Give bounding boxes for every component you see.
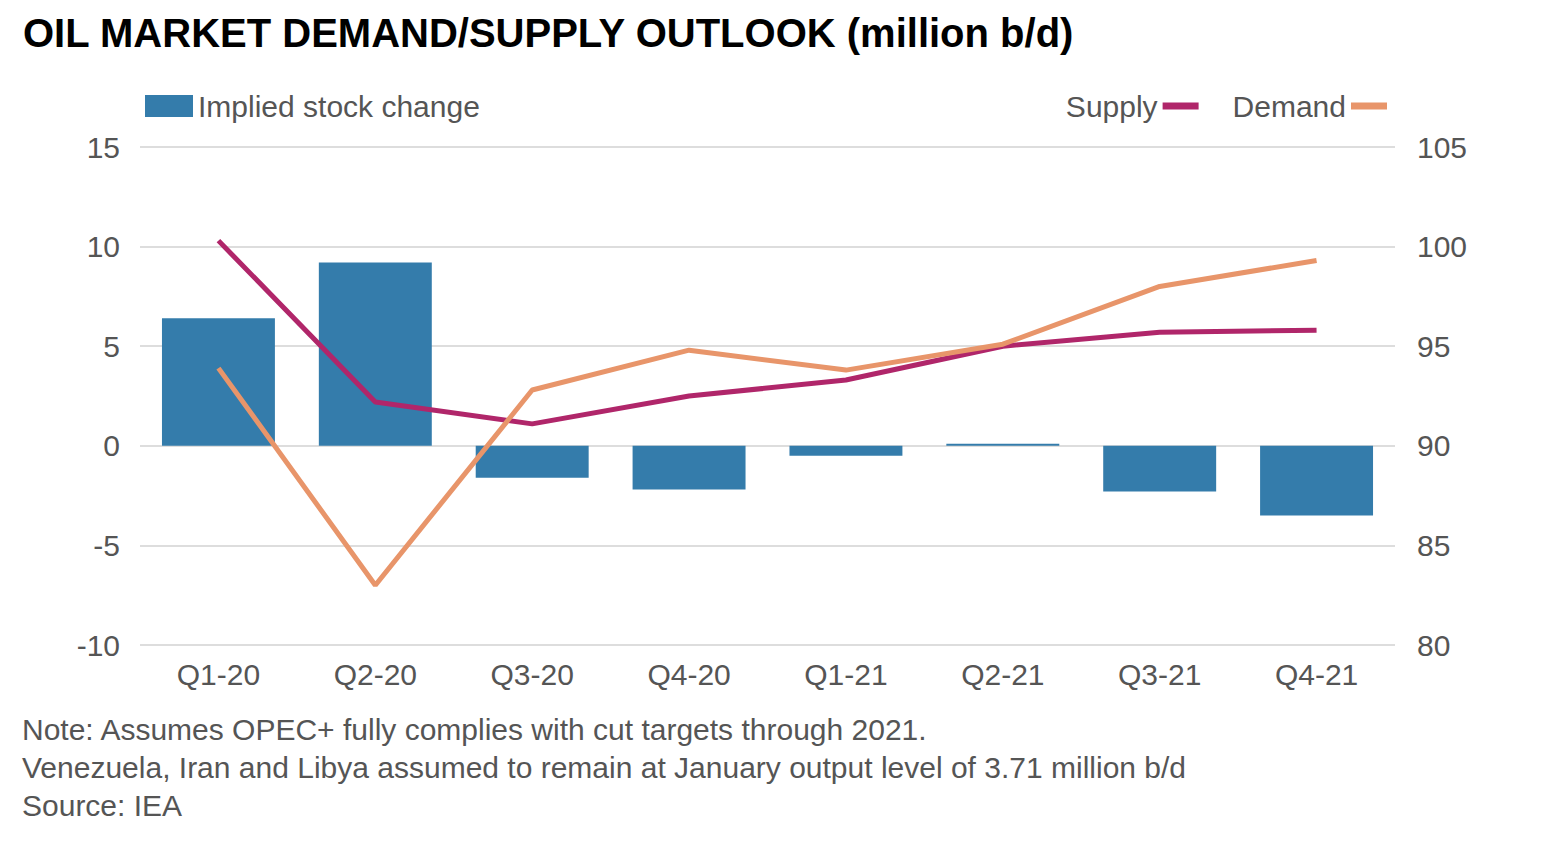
svg-text:Source: IEA: Source: IEA xyxy=(22,789,182,822)
svg-text:Q3-21: Q3-21 xyxy=(1118,658,1201,691)
svg-text:Q4-21: Q4-21 xyxy=(1275,658,1358,691)
svg-text:105: 105 xyxy=(1417,131,1467,164)
svg-text:Venezuela, Iran and Libya assu: Venezuela, Iran and Libya assumed to rem… xyxy=(22,751,1186,784)
svg-text:Q1-20: Q1-20 xyxy=(177,658,260,691)
svg-text:Q2-21: Q2-21 xyxy=(961,658,1044,691)
svg-text:Note: Assumes OPEC+ fully comp: Note: Assumes OPEC+ fully complies with … xyxy=(22,713,927,746)
svg-text:Demand: Demand xyxy=(1233,90,1346,123)
svg-text:100: 100 xyxy=(1417,230,1467,263)
svg-text:5: 5 xyxy=(103,330,120,363)
svg-text:80: 80 xyxy=(1417,629,1450,662)
svg-text:Implied stock change: Implied stock change xyxy=(198,90,480,123)
svg-text:10: 10 xyxy=(87,230,120,263)
svg-text:0: 0 xyxy=(103,429,120,462)
svg-text:85: 85 xyxy=(1417,529,1450,562)
svg-text:Supply: Supply xyxy=(1066,90,1158,123)
svg-text:OIL MARKET DEMAND/SUPPLY OUTLO: OIL MARKET DEMAND/SUPPLY OUTLOOK (millio… xyxy=(23,11,1073,55)
svg-text:95: 95 xyxy=(1417,330,1450,363)
svg-text:Q3-20: Q3-20 xyxy=(490,658,573,691)
svg-text:-10: -10 xyxy=(77,629,120,662)
svg-text:15: 15 xyxy=(87,131,120,164)
svg-text:Q4-20: Q4-20 xyxy=(647,658,730,691)
svg-text:Q1-21: Q1-21 xyxy=(804,658,887,691)
svg-text:90: 90 xyxy=(1417,429,1450,462)
svg-text:-5: -5 xyxy=(93,529,120,562)
svg-text:Q2-20: Q2-20 xyxy=(334,658,417,691)
